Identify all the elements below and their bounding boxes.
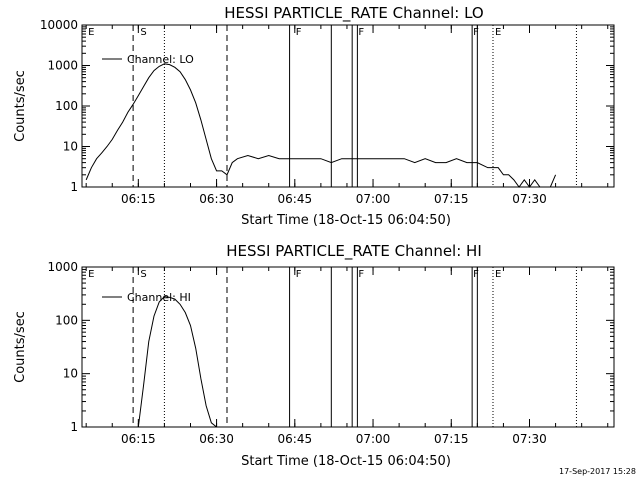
series-line (137, 295, 217, 428)
y-ticks-lo: 1 10 100 1000 10000 (40, 18, 614, 194)
panel-hi: HESSI PARTICLE_RATE Channel: HI E S F F F E 1… (13, 242, 615, 469)
legend-hi: Channel: HI (102, 291, 191, 304)
chart-title-lo: HESSI PARTICLE_RATE Channel: LO (224, 4, 483, 23)
x-tick-label: 07:15 (434, 432, 469, 446)
series-hi (137, 295, 217, 428)
event-marker-label: S (140, 269, 146, 280)
footer-timestamp: 17-Sep-2017 15:28 (559, 467, 636, 476)
y-tick-label: 1000 (47, 260, 78, 274)
x-tick-label: 06:15 (121, 432, 156, 446)
x-tick-label: 07:00 (356, 432, 391, 446)
y-tick-label: 10 (63, 367, 78, 381)
y-axis-label-lo: Counts/sec (13, 70, 28, 142)
event-marker-label: F (358, 269, 364, 280)
legend-lo: Channel: LO (102, 53, 194, 66)
event-marker-label: S (140, 27, 146, 38)
y-tick-label: 10000 (40, 18, 78, 32)
series-lo (85, 63, 557, 188)
event-marker-label: E (495, 27, 501, 38)
y-ticks-hi: 1 10 100 1000 (47, 260, 614, 434)
x-tick-label: 06:45 (278, 192, 313, 206)
legend-label-hi: Channel: HI (127, 291, 191, 304)
chart-title-hi: HESSI PARTICLE_RATE Channel: HI (226, 242, 482, 261)
x-tick-label: 07:00 (356, 192, 391, 206)
legend-label-lo: Channel: LO (127, 53, 194, 66)
event-marker-label: E (88, 27, 94, 38)
event-marker-label: E (88, 269, 94, 280)
y-axis-label-hi: Counts/sec (13, 311, 28, 383)
event-marker-label: F (358, 27, 364, 38)
x-axis-label-hi: Start Time (18-Oct-15 06:04:50) (241, 454, 451, 469)
event-marker-label: F (296, 27, 302, 38)
y-tick-label: 1 (70, 180, 78, 194)
x-ticks-lo: 06:15 06:30 06:45 07:00 07:15 07:30 (85, 25, 609, 206)
x-tick-label: 06:30 (199, 432, 234, 446)
y-tick-label: 10 (63, 140, 78, 154)
event-marker-label: E (495, 269, 501, 280)
x-tick-label: 06:30 (199, 192, 234, 206)
x-tick-label: 06:15 (121, 192, 156, 206)
event-marker-label: F (473, 269, 479, 280)
event-marker-label: F (473, 27, 479, 38)
x-axis-label-lo: Start Time (18-Oct-15 06:04:50) (241, 213, 451, 228)
plot-frame-lo (81, 24, 615, 188)
plot-frame-hi (81, 266, 615, 428)
x-tick-label: 07:30 (512, 192, 547, 206)
x-tick-label: 07:30 (512, 432, 547, 446)
x-tick-label: 06:45 (278, 432, 313, 446)
y-tick-label: 1 (70, 420, 78, 434)
y-tick-label: 1000 (47, 59, 78, 73)
event-marker-label: F (296, 269, 302, 280)
y-tick-label: 100 (55, 99, 78, 113)
x-ticks-hi: 06:15 06:30 06:45 07:00 07:15 07:30 (85, 267, 609, 446)
y-tick-label: 100 (55, 313, 78, 327)
series-line (85, 63, 557, 188)
x-tick-label: 07:15 (434, 192, 469, 206)
panel-lo: HESSI PARTICLE_RATE Channel: LO E S F F F E 1… (13, 4, 615, 228)
